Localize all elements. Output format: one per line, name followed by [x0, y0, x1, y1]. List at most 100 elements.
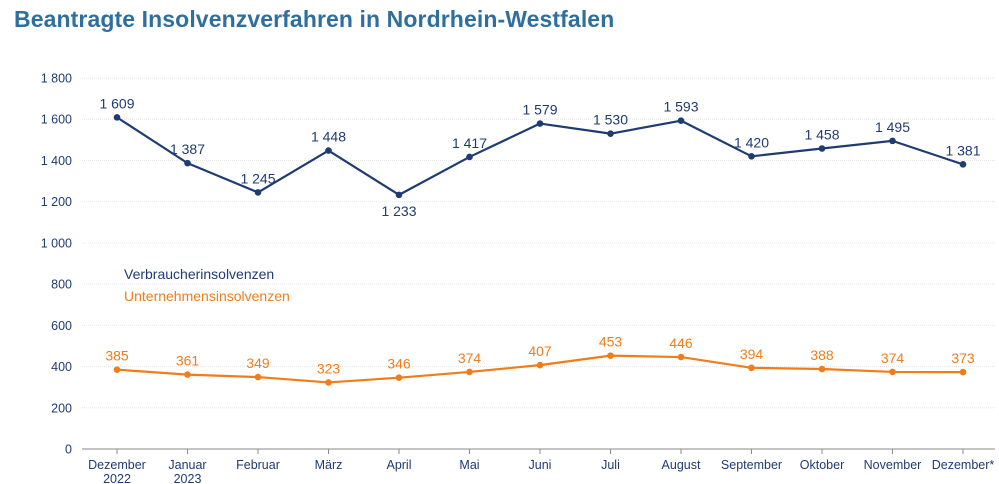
x-tick-label-line: Februar: [236, 458, 280, 472]
legend-entry: Unternehmensinsolvenzen: [124, 288, 290, 304]
data-label: 1 593: [663, 99, 698, 115]
y-axis: 0 200 400 600 800 1 000 1 200 1 400 1 600 1 800: [41, 72, 72, 457]
data-point: [254, 189, 262, 196]
data-label: 1 458: [804, 126, 839, 142]
data-point: [818, 145, 826, 152]
data-point: [818, 365, 826, 373]
x-axis: Dezember 2022 Januar 2023 Februar März April Ma…: [82, 448, 995, 484]
y-tick-label: 1 400: [41, 154, 72, 168]
x-tick-label-line: Januar: [168, 458, 206, 472]
series-verbraucher: 1 609 1 387 1 245 1 448 1 233 1 417 1 579 1 530…: [99, 95, 980, 218]
data-label: 346: [387, 356, 411, 372]
y-tick-label: 1 600: [41, 113, 72, 127]
x-tick-label-line: Juli: [601, 458, 620, 472]
data-label: 385: [105, 348, 129, 364]
data-label: 388: [810, 347, 834, 363]
data-point: [677, 117, 685, 124]
data-point: [113, 114, 121, 121]
data-label: 373: [951, 350, 975, 366]
data-point: [607, 352, 614, 359]
data-label: 1 495: [875, 119, 910, 135]
data-point: [748, 364, 755, 372]
data-label: 446: [669, 335, 693, 351]
data-label: 361: [176, 353, 200, 369]
y-tick-label: 1 200: [41, 195, 72, 209]
data-point: [113, 366, 121, 373]
y-tick-label: 400: [51, 360, 72, 374]
y-tick-label: 800: [51, 278, 72, 292]
data-point: [607, 130, 614, 137]
series-line: [116, 354, 964, 384]
x-tick-label: Juli: [601, 458, 620, 472]
x-tick-label-line: Dezember: [88, 458, 146, 472]
x-tick-label-line: März: [315, 458, 343, 472]
data-point: [395, 191, 403, 199]
data-point: [466, 368, 473, 376]
x-tick-label: August: [662, 458, 701, 472]
x-tick-label: Mai: [459, 458, 479, 472]
data-label: 1 387: [170, 141, 205, 157]
data-label: 374: [881, 350, 905, 366]
y-tick-label: 0: [65, 443, 72, 457]
x-tick-label: Oktober: [800, 458, 844, 472]
x-tick-label-line: Oktober: [800, 458, 844, 472]
x-tick-label: Januar 2023: [168, 458, 206, 484]
x-tick-label-line: Dezember*: [932, 458, 995, 472]
x-tick-label: Dezember*: [932, 458, 995, 472]
x-tick-label-line: November: [864, 458, 922, 472]
data-label: 1 530: [593, 112, 628, 128]
data-point: [536, 361, 544, 369]
data-point: [959, 368, 967, 376]
y-tick-label: 1 800: [41, 72, 72, 86]
x-tick-label: April: [386, 458, 411, 472]
data-label: 1 233: [381, 203, 416, 219]
y-tick-label: 1 000: [41, 236, 72, 250]
data-label: 407: [528, 343, 552, 359]
data-point: [325, 379, 332, 386]
data-point: [889, 137, 896, 145]
x-tick-label: Dezember 2022: [88, 458, 146, 484]
x-tick-label-line: August: [662, 458, 701, 472]
data-point: [184, 159, 191, 167]
data-label: 323: [317, 360, 341, 376]
series-unternehmen: 385 361 349 323 346 374 407 453 446 394 388 374 373: [105, 334, 975, 386]
x-tick-label-line: Juni: [529, 458, 552, 472]
x-tick-label: März: [315, 458, 343, 472]
y-tick-label: 600: [51, 319, 72, 333]
data-label: 1 245: [240, 170, 275, 186]
x-tick-label-line: April: [386, 458, 411, 472]
data-label: 1 448: [311, 129, 346, 145]
data-label: 374: [458, 350, 482, 366]
data-label: 453: [599, 334, 623, 350]
x-tick-label-line: September: [721, 458, 782, 472]
x-tick-label: September: [721, 458, 782, 472]
x-tick-label-line: Mai: [459, 458, 479, 472]
data-label: 1 420: [734, 134, 769, 150]
x-tick-label: Juni: [529, 458, 552, 472]
x-tick-label: Februar: [236, 458, 280, 472]
data-point: [889, 368, 896, 376]
data-point: [325, 147, 332, 154]
data-point: [254, 373, 262, 381]
data-point: [959, 161, 967, 168]
chart-title: Beantragte Insolvenzverfahren in Nordrhe…: [14, 6, 615, 32]
legend-entry: Verbraucherinsolvenzen: [124, 266, 274, 282]
x-tick-label: November: [864, 458, 922, 472]
data-point: [184, 371, 191, 378]
data-label: 1 381: [945, 142, 980, 158]
series-group: 1 609 1 387 1 245 1 448 1 233 1 417 1 579 1 530…: [99, 95, 981, 386]
data-label: 1 417: [452, 135, 487, 151]
x-tick-label-line: 2023: [174, 472, 202, 484]
data-point: [536, 120, 544, 127]
data-label: 394: [740, 346, 764, 362]
y-tick-label: 200: [51, 401, 72, 415]
data-label: 1 609: [99, 95, 134, 111]
data-point: [677, 353, 685, 361]
data-label: 349: [246, 355, 270, 371]
data-label: 1 579: [522, 102, 557, 118]
data-point: [395, 374, 403, 381]
data-point: [466, 153, 473, 161]
x-tick-label-line: 2022: [103, 472, 131, 484]
legend: Verbraucherinsolvenzen Unternehmensinsolv…: [124, 266, 290, 304]
